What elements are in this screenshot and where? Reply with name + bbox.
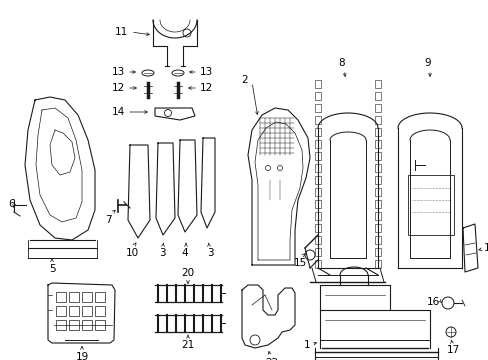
Text: 10: 10 — [125, 248, 138, 258]
Text: 13: 13 — [200, 67, 213, 77]
Text: 7: 7 — [104, 215, 111, 225]
Bar — [82, 320, 92, 330]
Text: 3: 3 — [206, 248, 213, 258]
Text: 16: 16 — [426, 297, 439, 307]
Bar — [95, 306, 105, 316]
Text: 21: 21 — [181, 340, 194, 350]
Bar — [374, 140, 380, 148]
Bar — [374, 212, 380, 220]
Bar — [314, 92, 320, 100]
Bar — [407, 175, 453, 235]
Bar — [374, 92, 380, 100]
Bar — [314, 212, 320, 220]
Bar — [56, 306, 66, 316]
Bar — [314, 188, 320, 196]
Bar — [314, 128, 320, 136]
Text: 15: 15 — [293, 258, 306, 268]
Bar — [374, 116, 380, 124]
Text: 4: 4 — [182, 248, 188, 258]
Text: 8: 8 — [338, 58, 345, 68]
Text: 19: 19 — [75, 352, 88, 360]
Text: 12: 12 — [200, 83, 213, 93]
Bar — [69, 292, 79, 302]
Bar — [374, 260, 380, 268]
Bar — [314, 260, 320, 268]
Text: 22: 22 — [265, 358, 278, 360]
Bar — [56, 292, 66, 302]
Text: 17: 17 — [446, 345, 459, 355]
Bar — [374, 128, 380, 136]
Bar — [374, 236, 380, 244]
Text: 3: 3 — [159, 248, 165, 258]
Bar — [314, 164, 320, 172]
Text: 11: 11 — [115, 27, 128, 37]
Bar — [314, 116, 320, 124]
Bar — [374, 248, 380, 256]
Bar — [69, 306, 79, 316]
Bar — [314, 200, 320, 208]
Bar — [374, 104, 380, 112]
Bar — [314, 248, 320, 256]
Bar — [374, 224, 380, 232]
Bar — [82, 292, 92, 302]
Bar — [314, 176, 320, 184]
Text: 12: 12 — [112, 83, 125, 93]
Text: 20: 20 — [181, 268, 194, 278]
Text: 5: 5 — [49, 264, 55, 274]
Text: 14: 14 — [112, 107, 125, 117]
Text: 9: 9 — [424, 58, 430, 68]
Bar — [69, 320, 79, 330]
Bar — [314, 236, 320, 244]
Bar — [374, 188, 380, 196]
Text: 1: 1 — [303, 340, 309, 350]
Bar — [95, 292, 105, 302]
Bar — [374, 164, 380, 172]
Text: 2: 2 — [241, 75, 247, 85]
Text: 18: 18 — [483, 243, 488, 253]
Bar — [56, 320, 66, 330]
Bar — [374, 152, 380, 160]
Bar — [314, 140, 320, 148]
Bar — [314, 152, 320, 160]
Bar — [374, 176, 380, 184]
Bar — [374, 200, 380, 208]
Bar — [314, 224, 320, 232]
Text: 13: 13 — [112, 67, 125, 77]
Text: 6: 6 — [8, 199, 15, 209]
Bar — [314, 80, 320, 88]
Bar — [374, 80, 380, 88]
Bar — [314, 104, 320, 112]
Bar — [82, 306, 92, 316]
Bar — [95, 320, 105, 330]
